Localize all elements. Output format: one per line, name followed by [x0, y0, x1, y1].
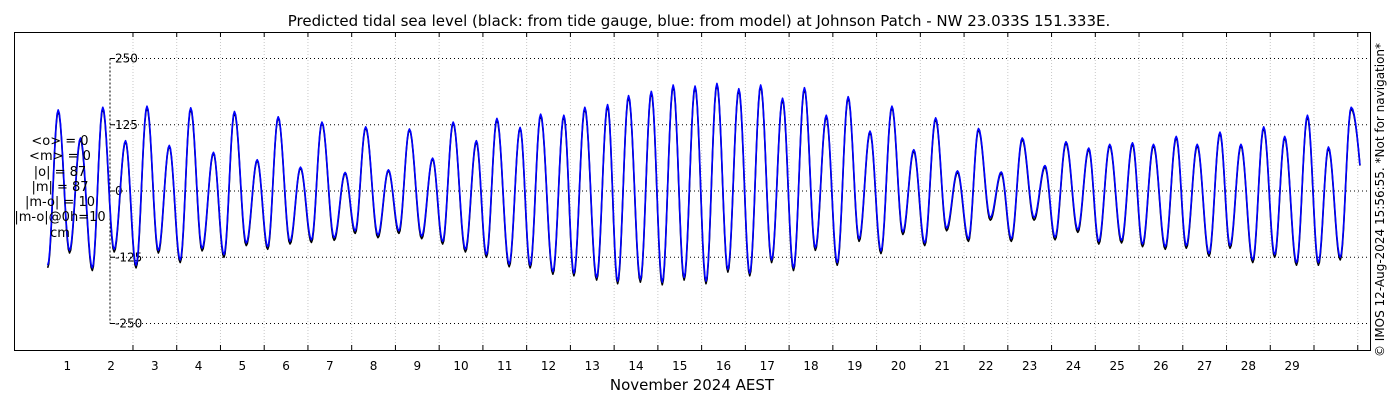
x-tick-label: 15	[672, 359, 687, 373]
plot-frame	[14, 32, 1371, 351]
x-tick-label: 20	[891, 359, 906, 373]
stat-line: <o> = 0	[31, 134, 89, 149]
x-tick-label: 24	[1066, 359, 1081, 373]
x-tick-label: 11	[497, 359, 512, 373]
x-grid	[132, 32, 1359, 350]
x-tick-label: 28	[1241, 359, 1256, 373]
x-tick-label: 18	[803, 359, 818, 373]
x-tick-label: 8	[370, 359, 378, 373]
y-tick-label: 250	[115, 52, 138, 66]
x-tick-label: 27	[1197, 359, 1212, 373]
y-grid	[109, 58, 1370, 324]
x-tick-label: 10	[453, 359, 468, 373]
x-tick-label: 12	[541, 359, 556, 373]
series-model-line	[46, 82, 1361, 283]
x-tick-label: 29	[1284, 359, 1299, 373]
y-tick-label: 0	[115, 184, 123, 198]
x-tick-label: 9	[413, 359, 421, 373]
stat-line: <m> = 0	[29, 149, 91, 165]
x-tick-label: 2	[107, 359, 115, 373]
x-tick-label: 5	[239, 359, 247, 373]
x-ticks: 1 2 3 4 5 6 7 8 9 10 11 12 13 14 15 16 17 18 19 20 21 22 23 24 2…	[64, 359, 1300, 373]
x-tick-label: 1	[64, 359, 72, 373]
x-tick-label: 7	[326, 359, 334, 373]
y-tick-label: -250	[115, 317, 142, 331]
y-tick-label: 125	[115, 118, 138, 132]
stat-line: |m-o|@0h=10	[14, 210, 106, 226]
x-tick-label: 19	[847, 359, 862, 373]
stat-line: cm	[50, 225, 70, 241]
x-tick-label: 14	[628, 359, 643, 373]
series-layer	[46, 82, 1361, 286]
x-tick-label: 22	[978, 359, 993, 373]
stat-line: |o| = 87	[33, 164, 87, 180]
x-tick-label: 25	[1110, 359, 1125, 373]
statistics-panel: <o> = 0 <m> = 0 |o| = 87 |m| = 87 |m-o| = 10…	[6, 134, 114, 241]
copyright-note: © IMOS 12-Aug-2024 15:56:55. *Not for na…	[1373, 42, 1387, 358]
x-tick-label: 26	[1153, 359, 1168, 373]
x-tick-label: 6	[282, 359, 290, 373]
x-tick-label: 13	[585, 359, 600, 373]
x-axis-label: November 2024 AEST	[610, 376, 775, 394]
x-tick-label: 17	[760, 359, 775, 373]
stat-line: |m| = 87	[31, 179, 89, 195]
x-tick-label: 4	[195, 359, 203, 373]
x-tick-label: 3	[151, 359, 159, 373]
x-tick-label: 16	[716, 359, 731, 373]
stat-line: |m-o| = 10	[24, 195, 95, 211]
chart-title: Predicted tidal sea level (black: from t…	[288, 12, 1111, 30]
x-tick-label: 21	[935, 359, 950, 373]
x-tick-label: 23	[1022, 359, 1037, 373]
